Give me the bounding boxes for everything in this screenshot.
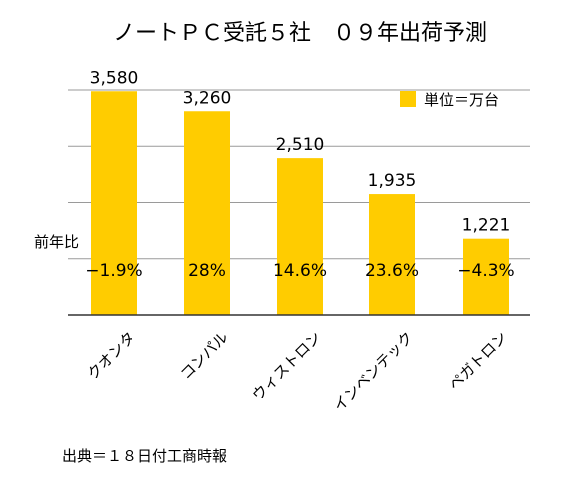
category-labels: クオンタ コンパル ウィストロン インベンテック ペガトロン bbox=[84, 328, 511, 415]
category-label-3: ウィストロン bbox=[248, 328, 324, 404]
bar-1 bbox=[91, 91, 137, 315]
yoy-value-3: 14.6% bbox=[273, 261, 327, 281]
category-label-1: クオンタ bbox=[84, 328, 139, 383]
bar-3 bbox=[277, 158, 323, 315]
value-label-4: 1,935 bbox=[368, 171, 417, 191]
yoy-value-2: 28% bbox=[188, 261, 226, 281]
chart-title: ノートＰＣ受託５社 ０９年出荷予測 bbox=[113, 21, 487, 46]
yoy-label: 前年比 bbox=[34, 233, 79, 251]
legend-swatch bbox=[400, 91, 416, 107]
value-label-3: 2,510 bbox=[276, 135, 325, 155]
legend: 単位＝万台 bbox=[400, 91, 499, 109]
value-label-1: 3,580 bbox=[90, 68, 139, 88]
yoy-value-5: −4.3% bbox=[457, 261, 514, 281]
bar-2 bbox=[184, 111, 230, 315]
bar-5 bbox=[463, 238, 509, 315]
value-label-2: 3,260 bbox=[183, 88, 232, 108]
category-label-5: ペガトロン bbox=[445, 328, 511, 394]
value-labels: 3,580 3,260 2,510 1,935 1,221 bbox=[90, 68, 511, 235]
yoy-value-4: 23.6% bbox=[365, 261, 419, 281]
value-label-5: 1,221 bbox=[462, 216, 511, 236]
bar-4 bbox=[369, 194, 415, 315]
source-note: 出典＝１８日付工商時報 bbox=[62, 447, 227, 465]
bars bbox=[91, 91, 509, 315]
legend-label: 単位＝万台 bbox=[424, 91, 499, 109]
yoy-value-1: −1.9% bbox=[85, 261, 142, 281]
category-label-4: インベンテック bbox=[330, 328, 417, 415]
yoy-labels: −1.9% 28% 14.6% 23.6% −4.3% bbox=[85, 261, 514, 281]
category-label-2: コンパル bbox=[177, 328, 232, 383]
